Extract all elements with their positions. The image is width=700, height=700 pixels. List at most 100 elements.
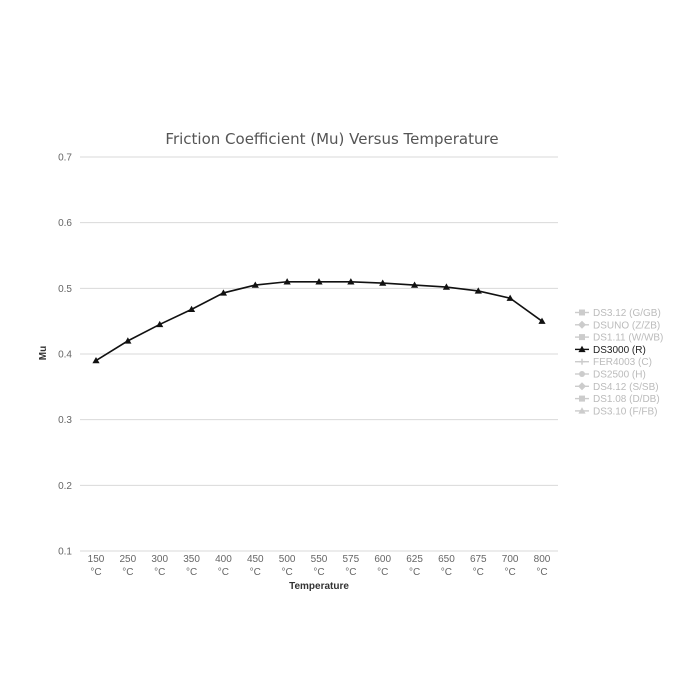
data-point xyxy=(251,281,259,288)
data-point xyxy=(315,278,323,285)
legend-marker xyxy=(578,382,586,391)
data-point xyxy=(474,287,482,294)
legend: DS3.12 (G/GB)DSUNO (Z/ZB)DS1.11 (W/WB)DS… xyxy=(575,308,663,417)
x-tick-label: 250 °C xyxy=(120,554,137,578)
legend-label: DS3.10 (F/FB) xyxy=(593,406,657,417)
x-tick-unit: °C xyxy=(345,567,356,578)
x-axis-ticks: 150 °C 250 °C 300 °C 350 °C 400 °C 450 °C 500 °C 550 °C… xyxy=(88,554,551,578)
x-tick-label: 350 °C xyxy=(183,554,200,578)
x-tick-value: 675 xyxy=(470,554,487,565)
x-tick-value: 575 xyxy=(343,554,360,565)
data-point xyxy=(92,356,100,364)
grid-lines xyxy=(80,156,558,552)
x-tick-label: 150 °C xyxy=(88,554,105,578)
x-tick-label: 700 °C xyxy=(502,554,519,578)
legend-marker xyxy=(579,395,585,402)
x-tick-value: 650 xyxy=(438,554,455,565)
x-tick-value: 400 xyxy=(215,554,232,565)
y-tick-label: 0.3 xyxy=(58,415,72,426)
x-tick-label: 450 °C xyxy=(247,554,264,578)
data-point xyxy=(506,294,514,301)
x-tick-unit: °C xyxy=(505,567,516,578)
legend-item[interactable]: FER4003 (C) xyxy=(575,357,652,368)
x-tick-unit: °C xyxy=(90,567,101,578)
x-tick-label: 650 °C xyxy=(438,554,455,578)
x-tick-value: 150 xyxy=(88,554,105,565)
legend-marker xyxy=(578,320,586,329)
legend-item[interactable]: DS3.10 (F/FB) xyxy=(575,406,657,417)
x-tick-label: 600 °C xyxy=(374,554,391,578)
y-axis-label: Mu xyxy=(38,346,49,360)
data-point xyxy=(347,278,355,285)
x-tick-label: 500 °C xyxy=(279,554,296,578)
x-tick-label: 800 °C xyxy=(534,554,551,578)
x-tick-value: 550 xyxy=(311,554,328,565)
legend-item[interactable]: DS3.12 (G/GB) xyxy=(575,308,661,319)
data-point xyxy=(187,305,196,313)
legend-item[interactable]: DS1.08 (D/DB) xyxy=(575,394,660,405)
legend-label: DS3000 (R) xyxy=(593,345,646,356)
x-tick-value: 500 xyxy=(279,554,296,565)
x-tick-value: 250 xyxy=(120,554,137,565)
legend-marker xyxy=(579,358,585,365)
x-tick-unit: °C xyxy=(250,567,261,578)
x-tick-label: 400 °C xyxy=(215,554,232,578)
legend-label: DSUNO (Z/ZB) xyxy=(593,320,660,331)
x-tick-unit: °C xyxy=(122,567,133,578)
x-tick-value: 350 xyxy=(183,554,200,565)
x-tick-unit: °C xyxy=(154,567,165,578)
x-axis-label: Temperature xyxy=(289,581,349,592)
x-tick-unit: °C xyxy=(282,567,293,578)
x-tick-unit: °C xyxy=(409,567,420,578)
x-tick-value: 625 xyxy=(406,554,423,565)
legend-label: DS1.08 (D/DB) xyxy=(593,394,660,405)
y-tick-label: 0.1 xyxy=(58,547,72,558)
series-layer xyxy=(92,278,546,364)
data-point xyxy=(538,317,546,324)
data-point xyxy=(156,320,164,328)
x-tick-unit: °C xyxy=(473,567,484,578)
x-tick-label: 550 °C xyxy=(311,554,328,578)
legend-item[interactable]: DS4.12 (S/SB) xyxy=(575,382,659,393)
y-tick-label: 0.5 xyxy=(58,284,72,295)
x-tick-unit: °C xyxy=(441,567,452,578)
x-tick-unit: °C xyxy=(377,567,388,578)
data-point xyxy=(410,281,419,288)
y-tick-label: 0.7 xyxy=(58,153,72,164)
x-tick-label: 625 °C xyxy=(406,554,423,578)
legend-label: DS4.12 (S/SB) xyxy=(593,382,659,393)
legend-label: FER4003 (C) xyxy=(593,357,652,368)
legend-marker xyxy=(579,334,585,341)
data-point xyxy=(219,289,228,296)
legend-item[interactable]: DS1.11 (W/WB) xyxy=(575,333,663,344)
x-tick-unit: °C xyxy=(536,567,547,578)
x-tick-label: 300 °C xyxy=(151,554,168,578)
x-tick-unit: °C xyxy=(313,567,324,578)
legend-item[interactable]: DS2500 (H) xyxy=(575,370,646,381)
x-tick-label: 675 °C xyxy=(470,554,487,578)
legend-marker xyxy=(579,309,585,316)
data-point xyxy=(283,278,291,285)
data-point xyxy=(124,337,132,344)
legend-item[interactable]: DS3000 (R) xyxy=(575,345,646,356)
x-tick-value: 600 xyxy=(374,554,391,565)
legend-marker xyxy=(578,407,586,414)
legend-label: DS2500 (H) xyxy=(593,370,646,381)
legend-item[interactable]: DSUNO (Z/ZB) xyxy=(575,320,660,331)
y-tick-label: 0.6 xyxy=(58,218,72,229)
x-tick-unit: °C xyxy=(186,567,197,578)
legend-label: DS3.12 (G/GB) xyxy=(593,308,661,319)
x-tick-value: 300 xyxy=(151,554,168,565)
x-tick-value: 450 xyxy=(247,554,264,565)
y-axis-ticks: 0.1 0.2 0.3 0.4 0.5 0.6 0.7 xyxy=(58,153,72,558)
data-point xyxy=(442,283,451,290)
data-point xyxy=(379,279,387,286)
legend-label: DS1.11 (W/WB) xyxy=(593,333,663,344)
chart-title: Friction Coefficient (Mu) Versus Tempera… xyxy=(165,130,498,148)
x-tick-unit: °C xyxy=(218,567,229,578)
x-tick-value: 700 xyxy=(502,554,519,565)
x-tick-value: 800 xyxy=(534,554,551,565)
x-tick-label: 575 °C xyxy=(343,554,360,578)
legend-marker xyxy=(579,371,585,377)
